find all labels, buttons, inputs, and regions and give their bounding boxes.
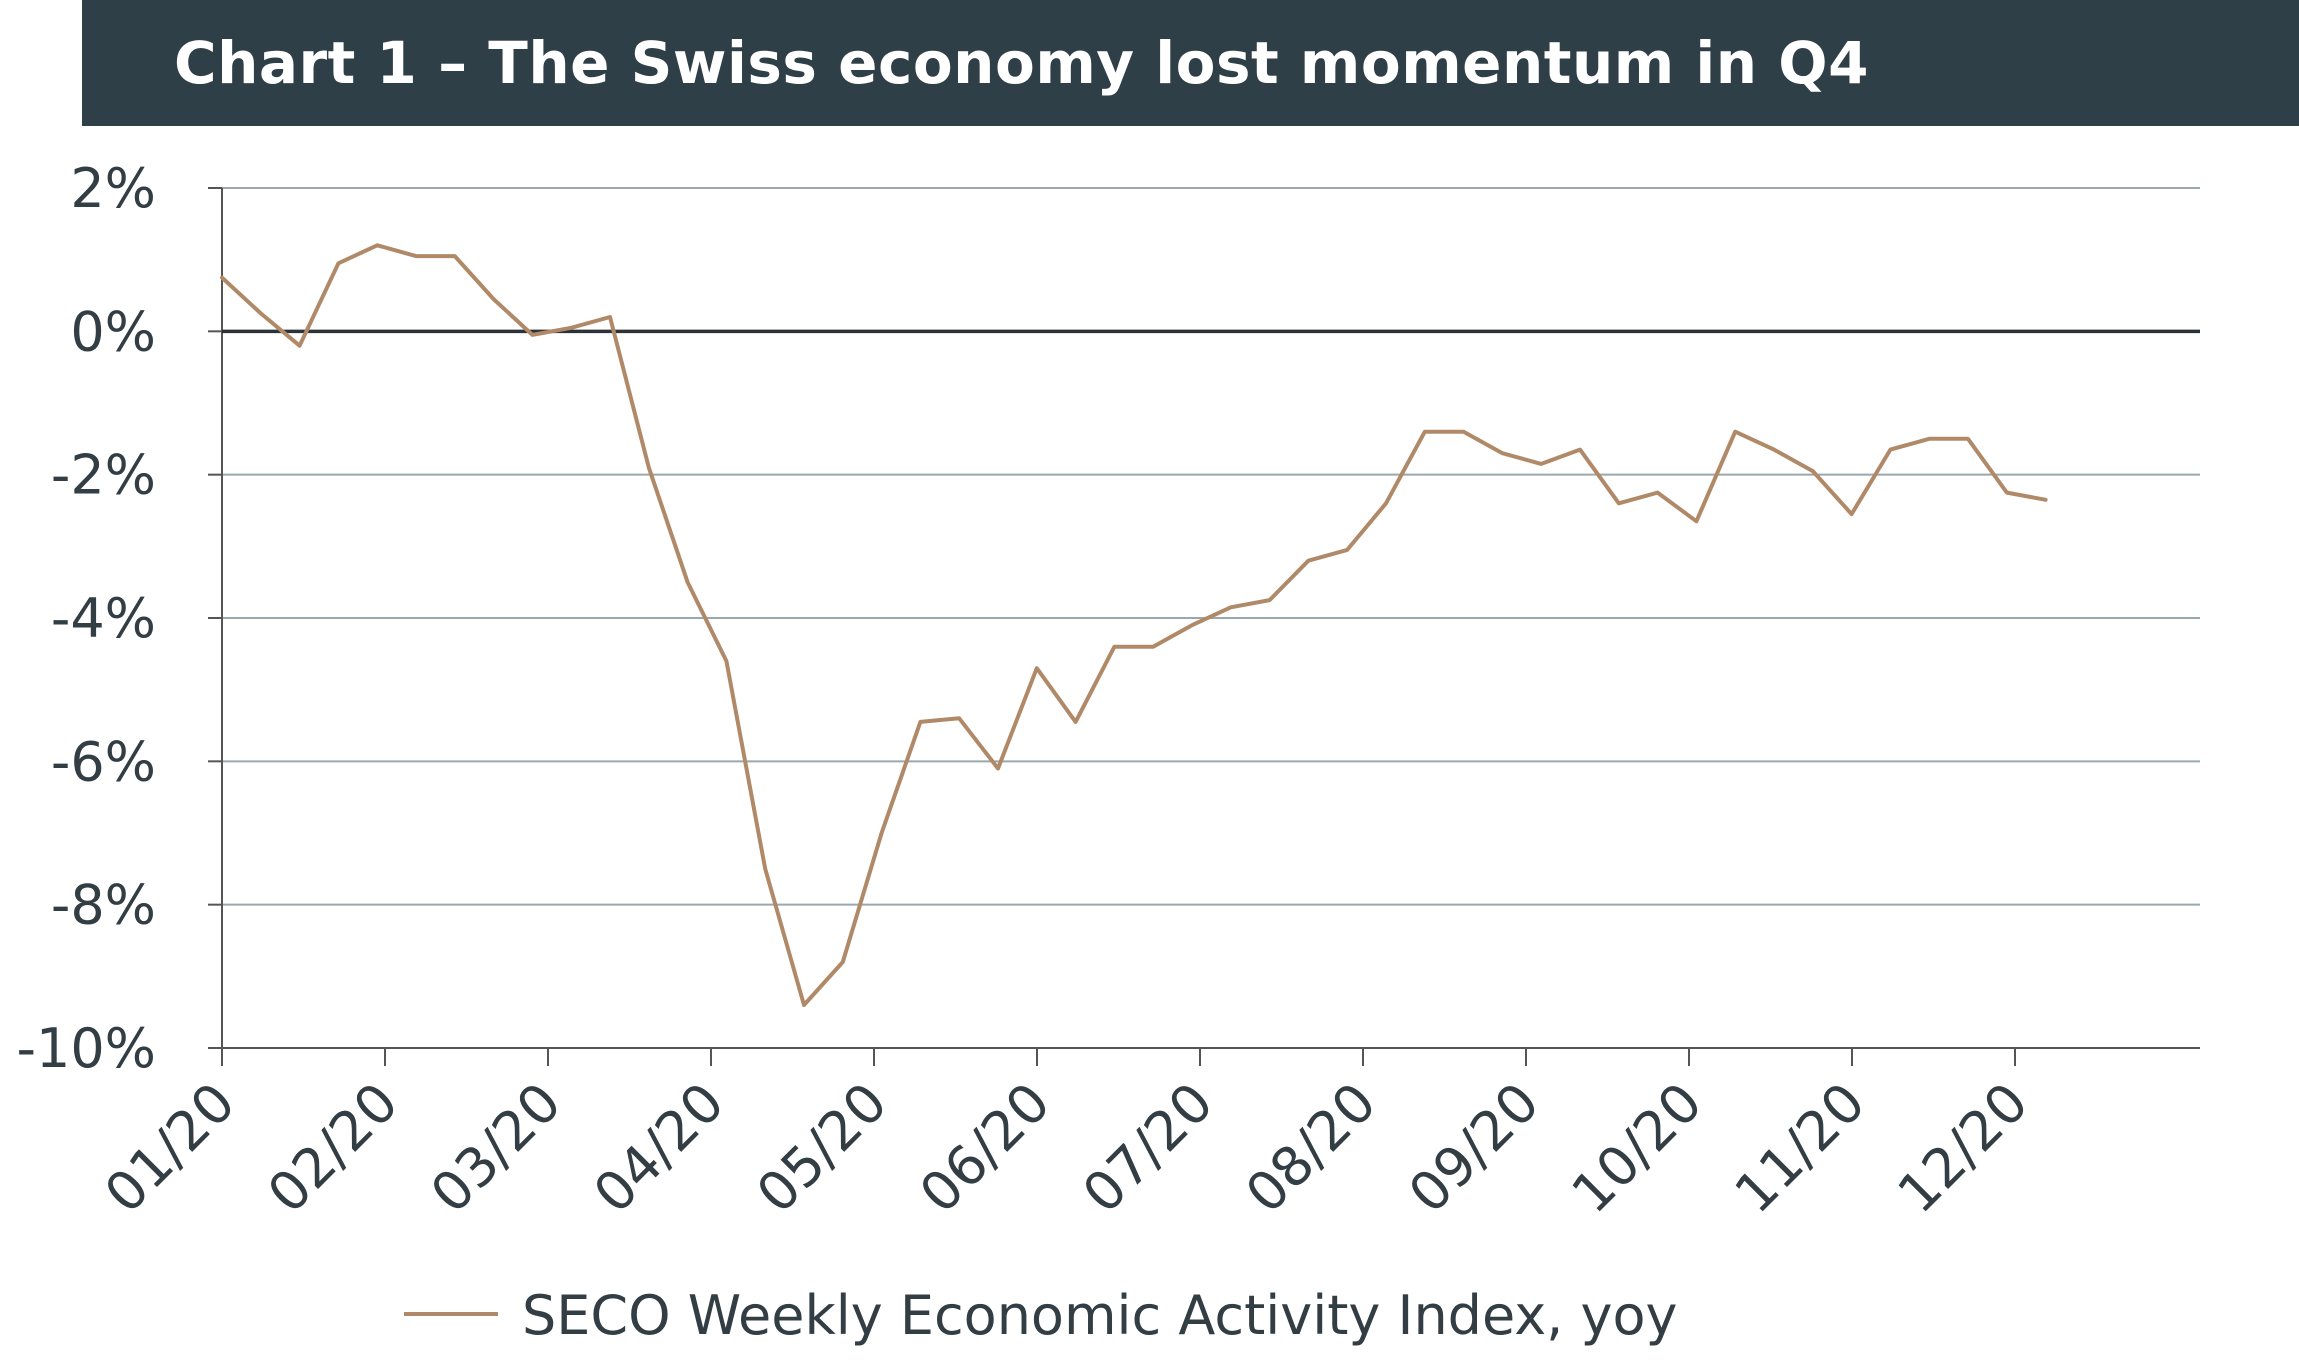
- x-tick-label-9: 10/20: [1560, 1071, 1715, 1226]
- y-tick-label-2: -2%: [51, 444, 156, 507]
- x-tick-label-10: 11/20: [1723, 1071, 1878, 1226]
- legend-label: SECO Weekly Economic Activity Index, yoy: [522, 1284, 1677, 1347]
- y-axis-tick-labels: 2% 0% -2% -4% -6% -8% -10%: [16, 157, 222, 1080]
- x-axis-tick-labels: 01/20 02/20 03/20 04/20 05/20 06/20 07/20 08/20…: [93, 1048, 2041, 1226]
- x-tick-label-4: 05/20: [745, 1071, 900, 1226]
- x-tick-label-6: 07/20: [1071, 1071, 1226, 1226]
- legend: SECO Weekly Economic Activity Index, yoy: [404, 1284, 1677, 1347]
- x-tick-label-8: 09/20: [1397, 1071, 1552, 1226]
- y-tick-label-1: 0%: [70, 300, 156, 363]
- series-line-0: [220, 243, 2048, 1007]
- x-tick-label-11: 12/20: [1886, 1071, 2041, 1226]
- series-layer: [220, 243, 2048, 1007]
- x-tick-label-0: 01/20: [93, 1071, 248, 1226]
- x-tick-label-7: 08/20: [1234, 1071, 1389, 1226]
- y-tick-label-6: -10%: [16, 1017, 156, 1080]
- chart-title: Chart 1 – The Swiss economy lost momentu…: [174, 29, 1869, 97]
- y-tick-label-5: -8%: [51, 874, 156, 937]
- y-tick-label-4: -6%: [51, 730, 156, 793]
- y-tick-label-3: -4%: [51, 587, 156, 650]
- y-tick-label-0: 2%: [70, 157, 156, 220]
- x-tick-label-3: 04/20: [582, 1071, 737, 1226]
- x-tick-label-5: 06/20: [908, 1071, 1063, 1226]
- x-tick-label-2: 03/20: [419, 1071, 574, 1226]
- x-tick-label-1: 02/20: [256, 1071, 411, 1226]
- chart-title-bar: Chart 1 – The Swiss economy lost momentu…: [82, 0, 2299, 126]
- grid-lines: [222, 187, 2200, 906]
